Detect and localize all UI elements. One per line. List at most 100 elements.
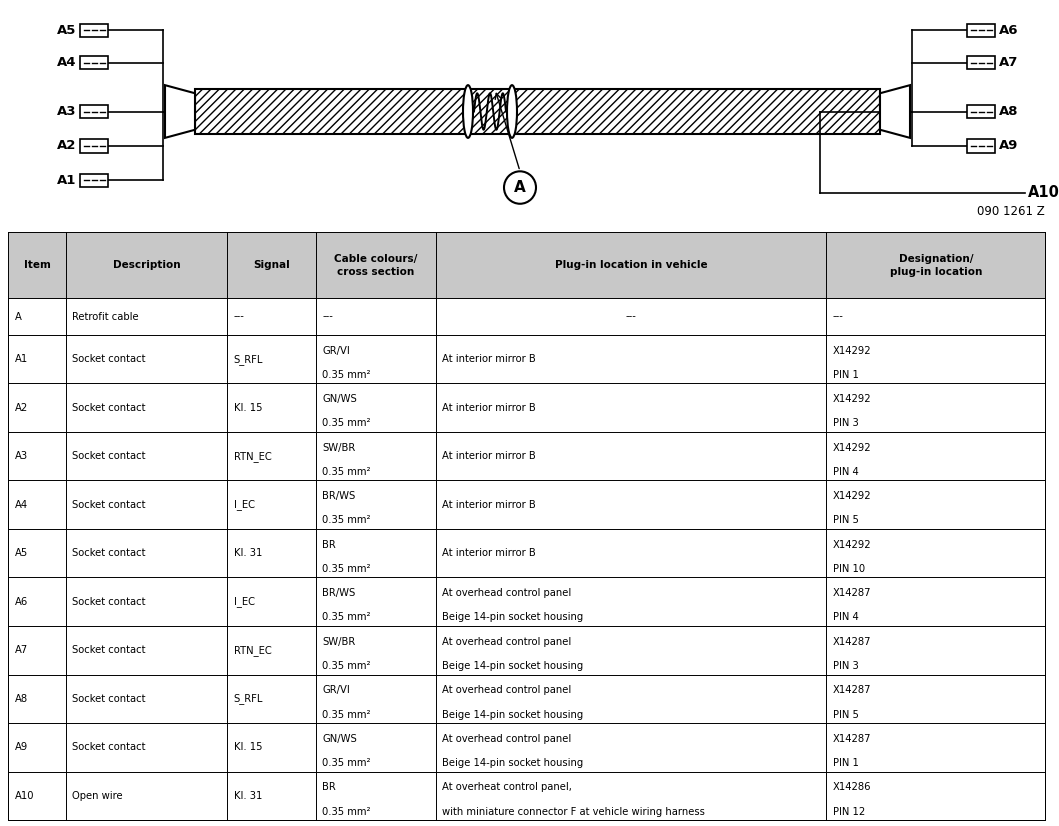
Text: Kl. 15: Kl. 15 (234, 743, 262, 752)
Text: 090 1261 Z: 090 1261 Z (977, 205, 1045, 218)
Text: X14287: X14287 (832, 733, 872, 744)
Bar (967, 24, 995, 37)
Text: Signal: Signal (253, 260, 290, 270)
Text: Open wire: Open wire (72, 790, 123, 801)
Text: PIN 12: PIN 12 (832, 807, 865, 817)
Text: with miniature connector F at vehicle wiring harness: with miniature connector F at vehicle wi… (442, 807, 705, 817)
Text: Socket contact: Socket contact (72, 500, 145, 510)
Text: RTN_EC: RTN_EC (234, 645, 271, 656)
Text: Cable colours/
cross section: Cable colours/ cross section (334, 254, 417, 277)
Text: PIN 1: PIN 1 (832, 758, 859, 768)
Bar (967, 140, 995, 153)
Text: A10: A10 (15, 790, 34, 801)
Text: Beige 14-pin socket housing: Beige 14-pin socket housing (442, 758, 584, 768)
Text: At interior mirror B: At interior mirror B (442, 402, 536, 413)
Text: Designation/
plug-in location: Designation/ plug-in location (890, 254, 982, 277)
Text: Socket contact: Socket contact (72, 354, 145, 364)
Text: Kl. 31: Kl. 31 (234, 548, 262, 558)
Text: Beige 14-pin socket housing: Beige 14-pin socket housing (442, 613, 584, 623)
Text: A1: A1 (56, 174, 76, 187)
Text: 0.35 mm²: 0.35 mm² (322, 564, 371, 574)
Text: X14292: X14292 (832, 443, 872, 453)
Ellipse shape (463, 85, 473, 138)
Text: X14292: X14292 (832, 345, 872, 356)
Text: PIN 5: PIN 5 (832, 515, 859, 525)
Text: A6: A6 (999, 24, 1019, 37)
Text: A5: A5 (56, 24, 76, 37)
Text: At overhead control panel: At overhead control panel (442, 588, 571, 598)
Text: Socket contact: Socket contact (72, 596, 145, 607)
Text: 0.35 mm²: 0.35 mm² (322, 758, 371, 768)
Text: 0.35 mm²: 0.35 mm² (322, 467, 371, 477)
Text: Socket contact: Socket contact (72, 451, 145, 461)
Text: PIN 4: PIN 4 (832, 467, 859, 477)
Bar (967, 56, 995, 69)
Text: Plug-in location in vehicle: Plug-in location in vehicle (555, 260, 707, 270)
Polygon shape (880, 85, 910, 138)
Text: Kl. 15: Kl. 15 (234, 402, 262, 413)
Bar (195, 89, 880, 134)
Text: Kl. 31: Kl. 31 (234, 790, 262, 801)
Text: GR/VI: GR/VI (322, 345, 349, 356)
Text: BR: BR (322, 539, 336, 550)
Bar (80, 140, 108, 153)
Text: A7: A7 (15, 645, 28, 655)
Text: X14286: X14286 (832, 782, 872, 792)
Text: A4: A4 (56, 56, 76, 69)
Bar (195, 89, 880, 134)
Text: Socket contact: Socket contact (72, 402, 145, 413)
Text: GN/WS: GN/WS (322, 394, 357, 404)
Text: At overhead control panel: At overhead control panel (442, 686, 571, 695)
Text: At overhead control panel: At overhead control panel (442, 733, 571, 744)
Text: 0.35 mm²: 0.35 mm² (322, 807, 371, 817)
Text: I_EC: I_EC (234, 499, 254, 510)
Text: A4: A4 (15, 500, 28, 510)
Text: A: A (514, 180, 526, 195)
Text: A2: A2 (15, 402, 28, 413)
Text: S_RFL: S_RFL (234, 693, 263, 705)
Text: BR/WS: BR/WS (322, 588, 356, 598)
Text: I_EC: I_EC (234, 596, 254, 607)
Text: 0.35 mm²: 0.35 mm² (322, 661, 371, 671)
Text: Socket contact: Socket contact (72, 548, 145, 558)
Text: PIN 10: PIN 10 (832, 564, 865, 574)
Text: A3: A3 (56, 105, 76, 118)
Text: A5: A5 (15, 548, 28, 558)
Bar (80, 56, 108, 69)
Text: A3: A3 (15, 451, 28, 461)
Text: ---: --- (322, 311, 333, 321)
Text: PIN 4: PIN 4 (832, 613, 859, 623)
Text: 0.35 mm²: 0.35 mm² (322, 370, 371, 380)
Text: X14292: X14292 (832, 539, 872, 550)
Text: Socket contact: Socket contact (72, 743, 145, 752)
Text: A8: A8 (15, 694, 28, 704)
Text: PIN 3: PIN 3 (832, 419, 859, 429)
Text: 0.35 mm²: 0.35 mm² (322, 613, 371, 623)
Text: Beige 14-pin socket housing: Beige 14-pin socket housing (442, 710, 584, 719)
Text: At overhead control panel: At overhead control panel (442, 637, 571, 647)
Text: ---: --- (234, 311, 245, 321)
Text: PIN 3: PIN 3 (832, 661, 859, 671)
Text: BR: BR (322, 782, 336, 792)
Text: X14287: X14287 (832, 686, 872, 695)
Text: At interior mirror B: At interior mirror B (442, 354, 536, 364)
Text: PIN 5: PIN 5 (832, 710, 859, 719)
Text: Socket contact: Socket contact (72, 645, 145, 655)
Text: X14292: X14292 (832, 491, 872, 501)
Text: Item: Item (23, 260, 51, 270)
Text: BR/WS: BR/WS (322, 491, 356, 501)
Bar (80, 24, 108, 37)
Text: At overheat control panel,: At overheat control panel, (442, 782, 572, 792)
Text: A1: A1 (15, 354, 28, 364)
Text: A9: A9 (15, 743, 28, 752)
Text: At interior mirror B: At interior mirror B (442, 548, 536, 558)
Text: A2: A2 (56, 140, 76, 153)
Bar (967, 105, 995, 118)
Text: At interior mirror B: At interior mirror B (442, 451, 536, 461)
Bar (8, 232, 1045, 298)
Polygon shape (165, 85, 195, 138)
Text: Beige 14-pin socket housing: Beige 14-pin socket housing (442, 661, 584, 671)
Bar (80, 173, 108, 187)
Text: A6: A6 (15, 596, 28, 607)
Text: SW/BR: SW/BR (322, 443, 356, 453)
